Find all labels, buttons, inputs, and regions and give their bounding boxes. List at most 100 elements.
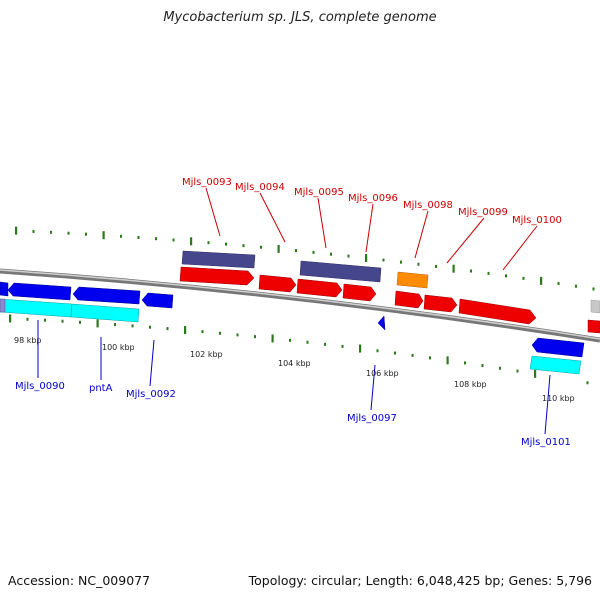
map-title: Mycobacterium sp. JLS, complete genome: [163, 10, 437, 25]
scale-label-106: 106 kbp: [366, 369, 399, 378]
minor-tick: [592, 287, 595, 291]
gene-bar-mjls-0093[interactable]: [181, 250, 256, 269]
minor-tick: [470, 269, 472, 273]
gene-bar-mjls-0101[interactable]: [529, 355, 582, 375]
cds-arrow-mjls-0093[interactable]: [179, 266, 255, 286]
gene-bar-pnta[interactable]: [70, 303, 140, 323]
major-tick: [102, 231, 105, 240]
cds-arrow-mjls-0097[interactable]: [377, 315, 386, 331]
gene-bar-right-edge[interactable]: [590, 299, 600, 314]
minor-tick: [254, 335, 256, 339]
genome-summary-text: Topology: circular; Length: 6,048,425 bp…: [248, 573, 592, 588]
gene-label-mjls-0095[interactable]: Mjls_0095: [294, 187, 344, 198]
major-tick: [540, 276, 543, 285]
cds-arrow-mjls-0092[interactable]: [141, 292, 174, 309]
minor-tick: [347, 254, 350, 258]
minor-tick: [137, 235, 140, 239]
minor-tick: [435, 264, 437, 268]
minor-tick: [312, 250, 315, 254]
cds-arrow-mjls-0096[interactable]: [342, 283, 377, 302]
gene-label-mjls-0100[interactable]: Mjls_0100: [512, 215, 562, 226]
minor-tick: [79, 320, 81, 324]
minor-tick: [330, 252, 332, 256]
cds-arrow-mjls-0094[interactable]: [258, 274, 297, 293]
minor-tick: [114, 323, 116, 327]
cds-arrow-mjls-0095[interactable]: [296, 278, 343, 298]
minor-tick: [429, 356, 431, 360]
major-tick: [359, 344, 362, 353]
outer-tick-row: [15, 226, 595, 291]
forward-leader-lines: [205, 187, 538, 271]
minor-tick: [44, 318, 46, 322]
scale-label-100: 100 kbp: [102, 343, 135, 352]
minor-tick: [417, 262, 420, 266]
scale-label-108: 108 kbp: [454, 380, 487, 389]
minor-tick: [120, 234, 122, 238]
gene-label-mjls-0093[interactable]: Mjls_0093: [182, 177, 232, 188]
minor-tick: [400, 260, 402, 264]
minor-tick: [575, 284, 577, 288]
gene-label-mjls-0098[interactable]: Mjls_0098: [403, 200, 453, 211]
minor-tick: [236, 333, 239, 337]
scale-label-110: 110 kbp: [542, 394, 575, 403]
cds-arrow-mjls-0100[interactable]: [458, 298, 537, 325]
minor-tick: [260, 245, 262, 249]
genome-backbone-highlight: [0, 269, 600, 340]
cds-arrow-left-edge[interactable]: [0, 281, 9, 297]
major-tick: [277, 244, 280, 253]
minor-tick: [61, 319, 64, 323]
minor-tick: [499, 366, 501, 370]
genome-backbone: [0, 268, 600, 343]
gene-bar-mjls-0095[interactable]: [299, 260, 382, 283]
cds-arrow-mjls-0090[interactable]: [7, 282, 72, 301]
minor-tick: [306, 340, 309, 344]
cds-arrow-mjls-0101[interactable]: [531, 337, 585, 358]
major-tick: [9, 314, 12, 323]
minor-tick: [242, 244, 245, 248]
reverse-leader-lines: [37, 320, 551, 435]
accession-text: Accession: NC_009077: [8, 573, 151, 588]
minor-tick: [522, 276, 525, 280]
minor-tick: [464, 361, 466, 365]
gene-bar-mjls-0090[interactable]: [0, 298, 73, 318]
cds-arrow-mjls-0098[interactable]: [394, 290, 424, 309]
gene-label-pnta[interactable]: pntA: [89, 383, 113, 394]
inner-tick-row: [9, 314, 589, 385]
scale-label-98: 98 kbp: [14, 336, 42, 345]
minor-tick: [225, 242, 227, 246]
cds-arrow-right-edge[interactable]: [587, 319, 600, 334]
minor-tick: [50, 230, 52, 234]
gene-bar-left-edge[interactable]: [0, 298, 6, 313]
minor-tick: [172, 238, 175, 242]
gene-label-mjls-0097[interactable]: Mjls_0097: [347, 413, 397, 424]
minor-tick: [394, 351, 396, 355]
scale-label-104: 104 kbp: [278, 359, 311, 368]
minor-tick: [376, 349, 379, 353]
minor-tick: [166, 327, 169, 331]
major-tick: [452, 264, 455, 273]
major-tick: [271, 334, 274, 343]
minor-tick: [557, 282, 560, 286]
major-tick: [96, 319, 99, 328]
gene-label-mjls-0099[interactable]: Mjls_0099: [458, 207, 508, 218]
minor-tick: [411, 353, 414, 357]
gene-label-mjls-0090[interactable]: Mjls_0090: [15, 381, 65, 392]
major-tick: [365, 254, 368, 263]
minor-tick: [516, 369, 519, 373]
gene-bar-mjls-0098-orange[interactable]: [396, 271, 429, 289]
cds-arrow-mjls-0099[interactable]: [423, 294, 458, 313]
major-tick: [15, 226, 18, 235]
minor-tick: [85, 232, 87, 236]
minor-tick: [487, 271, 490, 275]
gene-label-mjls-0096[interactable]: Mjls_0096: [348, 193, 398, 204]
minor-tick: [219, 331, 221, 335]
gene-label-mjls-0092[interactable]: Mjls_0092: [126, 389, 176, 400]
minor-tick: [341, 344, 344, 348]
gene-label-mjls-0101[interactable]: Mjls_0101: [521, 437, 571, 448]
cds-arrow-pnta[interactable]: [72, 286, 141, 305]
scale-label-102: 102 kbp: [190, 350, 223, 359]
minor-tick: [155, 237, 157, 241]
gene-label-mjls-0094[interactable]: Mjls_0094: [235, 182, 285, 193]
minor-tick: [26, 317, 29, 321]
